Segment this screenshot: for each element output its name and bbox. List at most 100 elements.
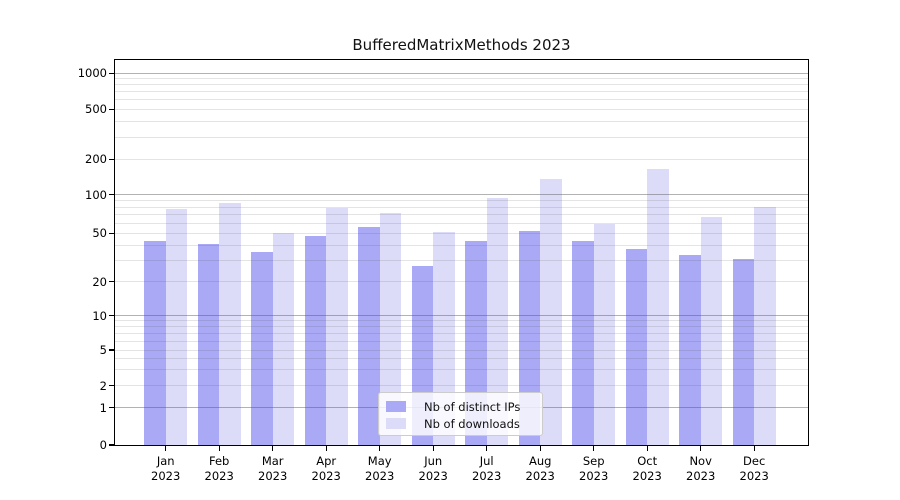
bar-dec-downloads <box>754 207 776 445</box>
bar-nov-downloads <box>700 217 723 445</box>
y-tick-label: 5 <box>99 343 107 357</box>
y-tick-label: 1000 <box>77 66 107 81</box>
x-tick-label-line: 2023 <box>472 469 502 483</box>
y-tick-label: 0 <box>99 438 107 452</box>
x-tick-label-line: 2023 <box>579 469 609 483</box>
x-tick-label: May 2023 <box>353 454 407 484</box>
legend-row-downloads: Nb of downloads <box>386 415 542 432</box>
legend-label-downloads: Nb of downloads <box>424 416 520 431</box>
bar-aug-distinct-ips <box>518 231 541 445</box>
bar-oct-downloads <box>647 169 669 445</box>
y-tick-mark <box>109 407 114 409</box>
y-tick-label: 100 <box>85 187 107 202</box>
y-tick-mark <box>109 72 114 74</box>
x-tick-label-line: 2023 <box>525 469 555 483</box>
x-tick-label: Oct 2023 <box>620 454 674 484</box>
y-tick-mark <box>109 385 114 387</box>
x-tick-label: Feb 2023 <box>192 454 246 484</box>
x-tick-mark <box>593 446 595 451</box>
x-tick-label-line: Mar <box>261 454 284 468</box>
y-tick-mark <box>109 444 114 446</box>
x-tick-mark <box>218 446 220 451</box>
y-tick-mark <box>109 108 114 110</box>
x-tick-mark <box>753 446 755 451</box>
x-tick-label-line: Dec <box>743 454 766 468</box>
x-tick-label-line: May <box>367 454 392 468</box>
y-tick-label: 2 <box>99 378 107 393</box>
x-tick-mark <box>379 446 381 451</box>
x-tick-label: Mar 2023 <box>246 454 300 484</box>
bar-jun-downloads <box>433 232 455 445</box>
x-tick-label: Dec 2023 <box>727 454 781 484</box>
bar-sep-distinct-ips <box>572 241 594 445</box>
x-tick-mark <box>432 446 434 451</box>
x-tick-label-line: Feb <box>209 454 230 468</box>
legend-swatch-downloads <box>386 418 406 429</box>
y-tick-mark <box>109 315 114 317</box>
x-tick-label-line: Apr <box>316 454 337 468</box>
x-tick-label-line: 2023 <box>632 469 662 483</box>
x-tick-label-line: 2023 <box>258 469 288 483</box>
legend: Nb of distinct IPs Nb of downloads <box>378 392 543 436</box>
legend-swatch-distinct-ips <box>386 401 406 412</box>
bar-apr-downloads <box>326 207 348 445</box>
y-tick-mark <box>109 281 114 283</box>
bar-feb-downloads <box>219 203 241 445</box>
x-tick-label-line: 2023 <box>365 469 395 483</box>
x-tick-mark <box>700 446 702 451</box>
x-tick-mark <box>165 446 167 451</box>
x-tick-label-line: 2023 <box>686 469 716 483</box>
x-tick-label-line: 2023 <box>151 469 181 483</box>
x-tick-mark <box>272 446 274 451</box>
x-tick-label-line: Jun <box>424 454 443 468</box>
y-tick-label: 10 <box>92 308 107 323</box>
chart-title: BufferedMatrixMethods 2023 <box>352 36 571 54</box>
bar-feb-distinct-ips <box>197 243 220 445</box>
y-tick-label: 50 <box>92 226 107 241</box>
x-tick-label: Jul 2023 <box>460 454 514 484</box>
x-tick-label-line: 2023 <box>418 469 448 483</box>
bar-jul-downloads <box>486 198 509 445</box>
y-tick-mark <box>109 158 114 160</box>
x-tick-label-line: Sep <box>582 454 605 468</box>
y-tick-label: 1 <box>99 400 107 415</box>
bar-oct-distinct-ips <box>625 249 648 445</box>
y-tick-mark <box>109 349 114 351</box>
bar-may-distinct-ips <box>358 227 380 445</box>
bar-apr-distinct-ips <box>304 235 327 445</box>
legend-label-distinct-ips: Nb of distinct IPs <box>424 399 521 414</box>
x-tick-label-line: 2023 <box>311 469 341 483</box>
x-tick-label-line: Nov <box>689 454 712 468</box>
x-tick-label-line: Jan <box>156 454 175 468</box>
bar-dec-distinct-ips <box>732 258 755 445</box>
bar-sep-downloads <box>593 224 616 445</box>
x-tick-mark <box>646 446 648 451</box>
x-tick-label-line: 2023 <box>204 469 234 483</box>
plot-area: Nb of distinct IPs Nb of downloads <box>114 59 809 446</box>
bar-may-downloads <box>379 213 402 445</box>
x-tick-label: Aug 2023 <box>513 454 567 484</box>
legend-row-distinct-ips: Nb of distinct IPs <box>386 398 542 415</box>
x-tick-label-line: 2023 <box>739 469 769 483</box>
bar-mar-distinct-ips <box>251 252 273 445</box>
x-tick-label: Sep 2023 <box>567 454 621 484</box>
bar-jan-distinct-ips <box>144 241 166 445</box>
bar-aug-downloads <box>540 179 562 445</box>
x-tick-mark <box>539 446 541 451</box>
y-tick-mark <box>109 232 114 234</box>
y-tick-label: 500 <box>85 102 107 117</box>
x-tick-label-line: Jul <box>479 454 494 468</box>
y-tick-label: 200 <box>85 152 107 167</box>
x-tick-mark <box>486 446 488 451</box>
bar-nov-distinct-ips <box>679 255 701 445</box>
x-tick-label: Nov 2023 <box>674 454 728 484</box>
bar-jan-downloads <box>165 208 188 445</box>
y-tick-label: 20 <box>92 274 107 289</box>
x-tick-mark <box>325 446 327 451</box>
x-tick-label-line: Oct <box>637 454 658 468</box>
bar-mar-downloads <box>272 233 295 445</box>
x-tick-label: Apr 2023 <box>299 454 353 484</box>
x-tick-label: Jun 2023 <box>406 454 460 484</box>
y-tick-mark <box>109 194 114 196</box>
